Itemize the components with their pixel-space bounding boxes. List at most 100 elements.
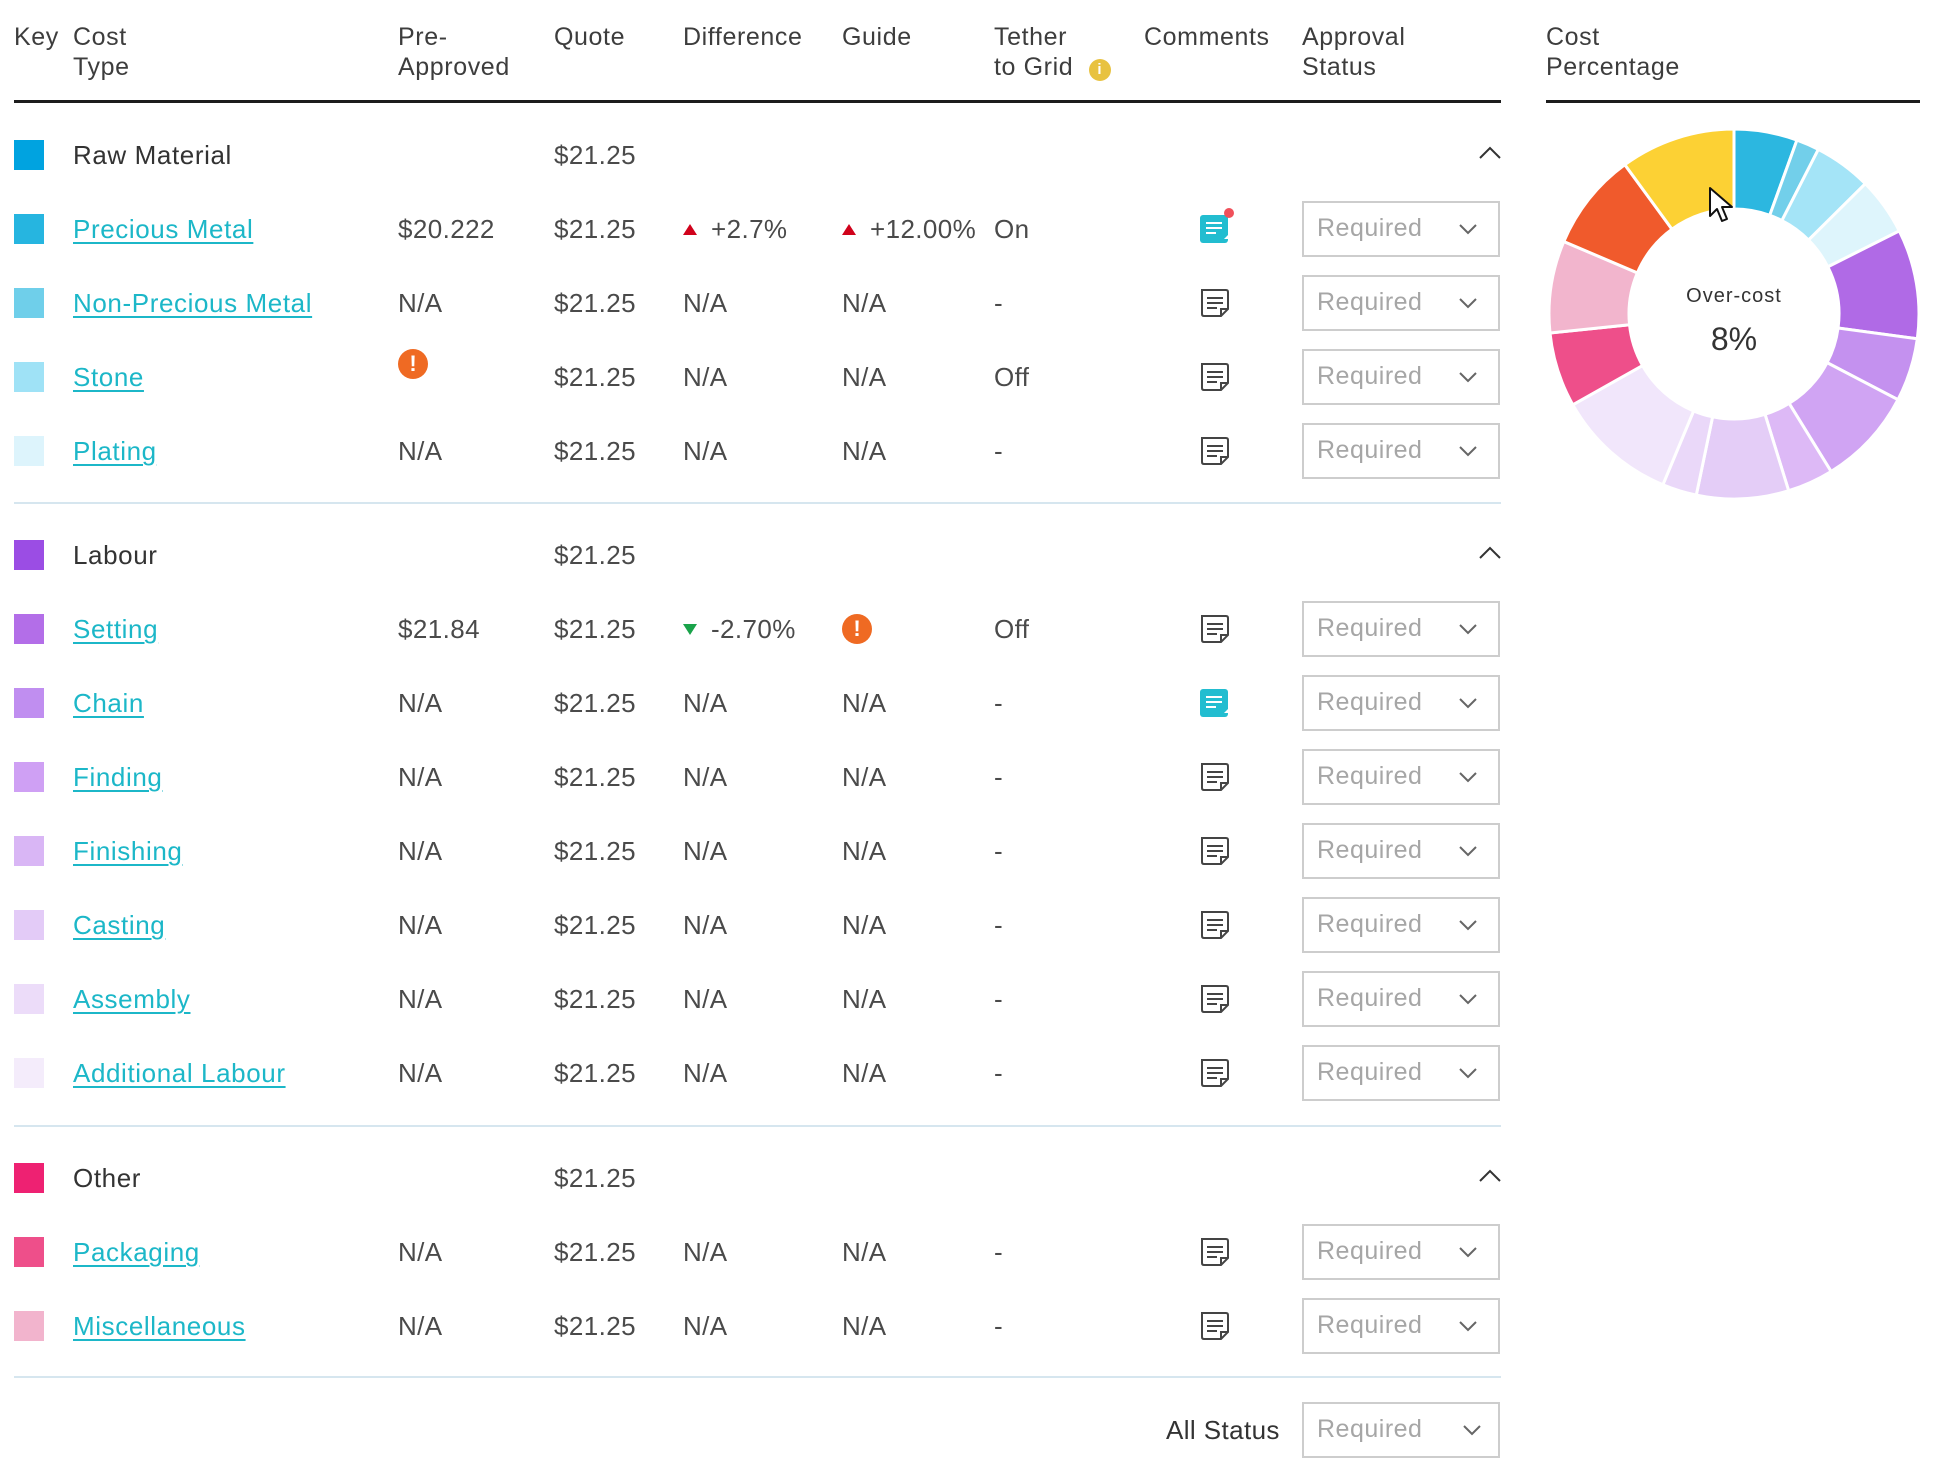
- comment-button[interactable]: [1195, 681, 1235, 726]
- cost-type-link[interactable]: Precious Metal: [73, 214, 254, 244]
- comment-button[interactable]: [1195, 829, 1235, 874]
- pre-approved-value: N/A: [398, 984, 443, 1014]
- comment-filled-icon[interactable]: [1195, 681, 1235, 721]
- comment-button[interactable]: [1195, 1051, 1235, 1096]
- comment-icon[interactable]: [1195, 755, 1235, 795]
- chevron-down-icon: [1459, 1068, 1477, 1079]
- difference-cell: N/A: [683, 1058, 728, 1088]
- comment-icon[interactable]: [1195, 829, 1235, 869]
- quote-value: $21.25: [554, 288, 636, 318]
- cost-type-link[interactable]: Setting: [73, 614, 159, 644]
- guide-cell: N/A: [842, 1058, 887, 1088]
- warning-icon[interactable]: !: [398, 349, 428, 379]
- comment-button[interactable]: [1195, 755, 1235, 800]
- group-collapse-toggle[interactable]: [1479, 1169, 1501, 1188]
- cost-type-link[interactable]: Additional Labour: [73, 1058, 286, 1088]
- chevron-up-icon[interactable]: [1479, 546, 1501, 560]
- header-difference[interactable]: Difference: [683, 23, 803, 51]
- chevron-down-icon: [1459, 372, 1477, 383]
- comment-button[interactable]: [1195, 607, 1235, 652]
- row-color-swatch: [14, 688, 44, 718]
- comment-icon[interactable]: [1195, 281, 1235, 321]
- comment-icon[interactable]: [1195, 1051, 1235, 1091]
- comment-button[interactable]: [1195, 1304, 1235, 1349]
- cost-type-link[interactable]: Finding: [73, 762, 163, 792]
- guide-cell: +12.00%: [842, 214, 976, 244]
- comment-icon[interactable]: [1195, 903, 1235, 943]
- info-icon[interactable]: i: [1088, 59, 1111, 81]
- all-status-select[interactable]: Required: [1302, 1402, 1500, 1458]
- header-guide[interactable]: Guide: [842, 23, 912, 51]
- chevron-down-icon: [1459, 994, 1477, 1005]
- approval-status-select[interactable]: Required: [1302, 971, 1500, 1027]
- cost-percentage-donut: Over-cost 8%: [1547, 127, 1921, 501]
- approval-status-select[interactable]: Required: [1302, 349, 1500, 405]
- cost-type-link[interactable]: Plating: [73, 436, 157, 466]
- chevron-up-icon[interactable]: [1479, 1169, 1501, 1183]
- group-divider: [14, 1125, 1501, 1127]
- arrow-up-icon: [842, 224, 856, 235]
- approval-status-select[interactable]: Required: [1302, 275, 1500, 331]
- cost-type-link[interactable]: Casting: [73, 910, 166, 940]
- donut-segment[interactable]: [1622, 127, 1736, 232]
- header-tether-line2-text: to Grid: [994, 53, 1074, 81]
- approval-status-select[interactable]: Required: [1302, 1045, 1500, 1101]
- comment-icon[interactable]: [1195, 355, 1235, 395]
- group-collapse-toggle[interactable]: [1479, 146, 1501, 165]
- header-tether-to-grid[interactable]: Tether to Grid i: [994, 22, 1111, 82]
- comment-icon[interactable]: [1195, 1304, 1235, 1344]
- header-pre-approved[interactable]: Pre- Approved: [398, 22, 510, 82]
- cost-type-link[interactable]: Non-Precious Metal: [73, 288, 313, 318]
- pre-approved-value: $21.84: [398, 614, 480, 644]
- guide-cell: N/A: [842, 362, 887, 392]
- header-cost-pct-line2: Percentage: [1546, 53, 1680, 81]
- approval-status-value: Required: [1317, 1311, 1423, 1339]
- comment-button[interactable]: [1195, 1230, 1235, 1275]
- comment-icon[interactable]: [1195, 977, 1235, 1017]
- comment-icon[interactable]: [1195, 607, 1235, 647]
- approval-status-select[interactable]: Required: [1302, 1298, 1500, 1354]
- approval-status-select[interactable]: Required: [1302, 749, 1500, 805]
- approval-status-select[interactable]: Required: [1302, 1224, 1500, 1280]
- chevron-up-icon[interactable]: [1479, 146, 1501, 160]
- difference-cell: N/A: [683, 688, 728, 718]
- cost-type-link[interactable]: Chain: [73, 688, 144, 718]
- difference-cell: N/A: [683, 910, 728, 940]
- approval-status-select[interactable]: Required: [1302, 675, 1500, 731]
- cost-type-link[interactable]: Assembly: [73, 984, 191, 1014]
- header-quote[interactable]: Quote: [554, 23, 626, 51]
- table-header-rule: [14, 100, 1501, 103]
- group-collapse-toggle[interactable]: [1479, 546, 1501, 565]
- comment-button[interactable]: [1195, 977, 1235, 1022]
- pre-approved-value: $20.222: [398, 214, 495, 244]
- comment-icon[interactable]: [1195, 1230, 1235, 1270]
- approval-status-select[interactable]: Required: [1302, 601, 1500, 657]
- approval-status-select[interactable]: Required: [1302, 897, 1500, 953]
- comment-button[interactable]: [1195, 281, 1235, 326]
- tether-value: -: [994, 288, 1004, 318]
- pre-approved-value: N/A: [398, 762, 443, 792]
- header-approval-status[interactable]: Approval Status: [1302, 22, 1405, 82]
- cost-type-link[interactable]: Packaging: [73, 1237, 200, 1267]
- comment-button[interactable]: [1195, 429, 1235, 474]
- cost-type-link[interactable]: Miscellaneous: [73, 1311, 246, 1341]
- comment-button[interactable]: [1195, 355, 1235, 400]
- cost-type-link[interactable]: Stone: [73, 362, 144, 392]
- approval-status-value: Required: [1317, 436, 1423, 464]
- comment-button[interactable]: [1195, 207, 1235, 252]
- group-divider: [14, 502, 1501, 504]
- approval-status-select[interactable]: Required: [1302, 823, 1500, 879]
- header-cost-type[interactable]: Cost Type: [73, 22, 130, 82]
- comment-filled-icon[interactable]: [1195, 207, 1235, 247]
- approval-status-select[interactable]: Required: [1302, 201, 1500, 257]
- difference-value: N/A: [683, 910, 728, 940]
- warning-icon[interactable]: !: [842, 614, 872, 644]
- approval-status-select[interactable]: Required: [1302, 423, 1500, 479]
- comment-button[interactable]: [1195, 903, 1235, 948]
- pre-approved-value: N/A: [398, 1311, 443, 1341]
- header-key: Key: [14, 23, 59, 51]
- comment-icon[interactable]: [1195, 429, 1235, 469]
- chevron-down-icon: [1459, 698, 1477, 709]
- cost-type-link[interactable]: Finishing: [73, 836, 183, 866]
- guide-cell: N/A: [842, 1311, 887, 1341]
